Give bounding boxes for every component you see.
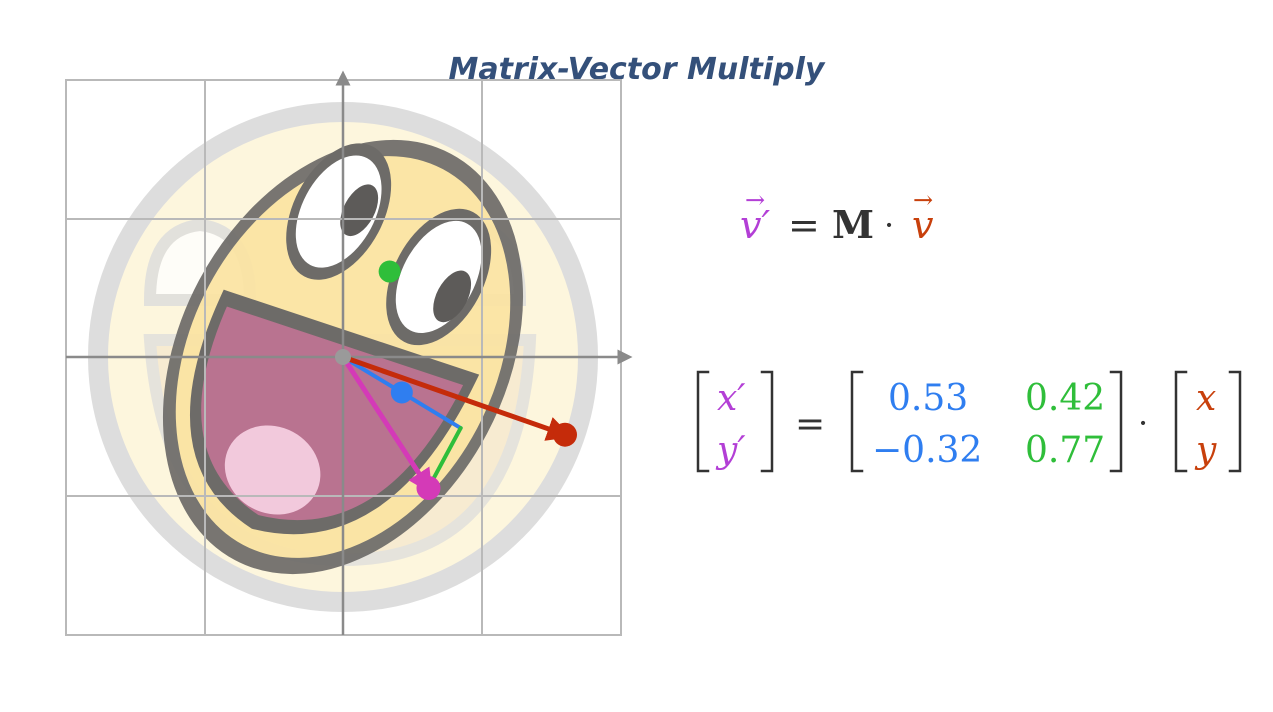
transformed-vector-handle[interactable] bbox=[416, 475, 441, 500]
matrix-a11: 0.53 bbox=[888, 378, 968, 419]
bracket-left-icon bbox=[850, 370, 864, 473]
vector-arrow-icon: → bbox=[745, 186, 765, 214]
vector-arrow-icon: → bbox=[913, 186, 933, 214]
matrix-equals: = bbox=[795, 404, 825, 445]
basis-j-handle[interactable] bbox=[378, 260, 401, 283]
transformed-smiley-icon bbox=[162, 139, 524, 575]
eq-top-equals: = bbox=[788, 203, 820, 247]
bracket-right-icon bbox=[760, 370, 774, 473]
eq-top-matrix-symbol: M bbox=[832, 202, 874, 247]
rhs-x: x bbox=[1196, 378, 1216, 419]
eq-top-dot: · bbox=[884, 206, 894, 244]
lhs-x-prime: x′ bbox=[717, 378, 745, 419]
eq-top-lhs: v′ bbox=[740, 203, 770, 247]
bracket-left-icon bbox=[1174, 370, 1188, 473]
eq-top-rhs: v bbox=[912, 203, 934, 247]
matrix-a22: 0.77 bbox=[1025, 430, 1105, 471]
bracket-left-icon bbox=[696, 370, 710, 473]
bracket-right-icon bbox=[1109, 370, 1123, 473]
equation-matrix: x′ y′ = 0.53 0.42 −0.32 0.77 · x y bbox=[696, 370, 1242, 473]
bracket-right-icon bbox=[1228, 370, 1242, 473]
page-title: Matrix-Vector Multiply bbox=[448, 52, 825, 87]
matrix-a12: 0.42 bbox=[1025, 378, 1105, 419]
rhs-y: y bbox=[1194, 430, 1217, 471]
original-vector-handle[interactable] bbox=[553, 422, 577, 447]
origin-handle[interactable] bbox=[335, 349, 351, 365]
basis-i-handle[interactable] bbox=[390, 381, 413, 404]
matrix-dot: · bbox=[1138, 404, 1148, 442]
equation-top: v′ → = M · v → bbox=[740, 186, 934, 247]
transformed-vector-arrow bbox=[340, 354, 433, 495]
matrix-a21: −0.32 bbox=[872, 430, 982, 471]
original-vector-arrow bbox=[340, 354, 573, 441]
lhs-y-prime: y′ bbox=[715, 430, 746, 471]
